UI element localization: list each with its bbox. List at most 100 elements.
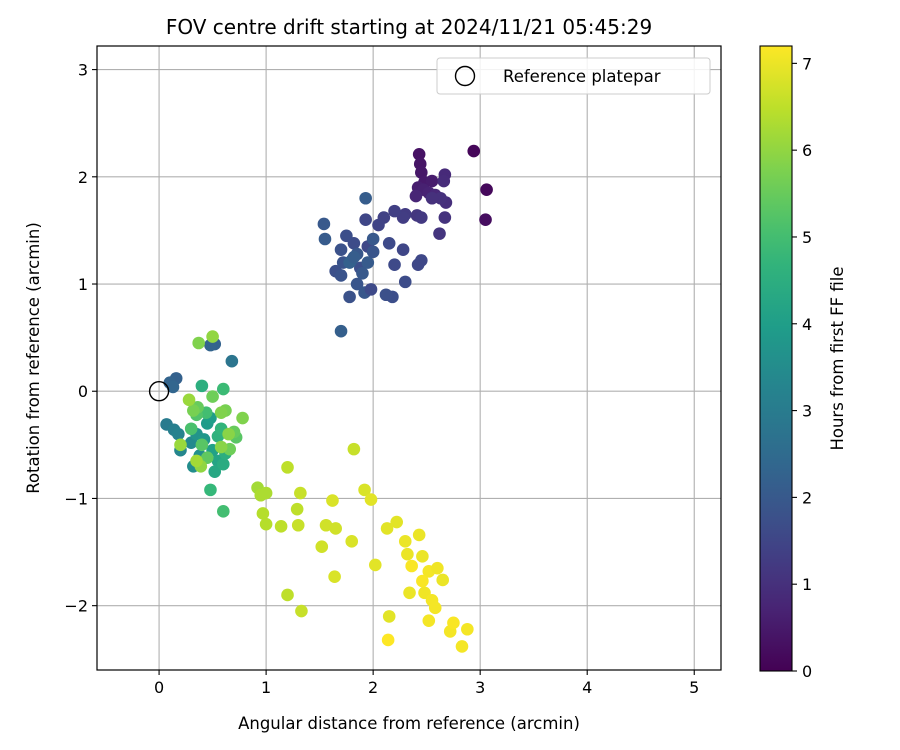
grid-lines	[97, 46, 721, 670]
data-point	[455, 640, 469, 653]
data-point	[398, 535, 412, 548]
data-point	[358, 483, 371, 497]
data-point	[415, 211, 428, 224]
data-point	[274, 520, 288, 533]
data-point	[403, 586, 416, 600]
data-point	[380, 522, 394, 535]
data-point	[216, 457, 230, 471]
data-point	[345, 535, 359, 548]
data-point	[290, 502, 304, 516]
data-point	[318, 232, 332, 246]
data-point	[412, 528, 426, 542]
x-tick-label: 0	[154, 678, 164, 697]
data-point	[214, 406, 228, 419]
data-point	[379, 288, 393, 302]
data-point	[390, 515, 403, 529]
data-point	[364, 493, 378, 506]
data-point	[382, 236, 396, 250]
data-point	[425, 191, 439, 205]
y-tick-label: −1	[64, 489, 88, 508]
data-point	[236, 411, 249, 425]
data-point	[216, 382, 230, 396]
data-point	[334, 269, 348, 282]
data-point	[174, 438, 187, 452]
data-point	[206, 330, 219, 343]
data-point	[461, 622, 474, 636]
data-point	[329, 522, 342, 535]
data-point	[431, 561, 444, 575]
chart-title: FOV centre drift starting at 2024/11/21 …	[166, 15, 652, 39]
data-point	[184, 422, 198, 436]
legend-box	[436, 57, 711, 95]
data-point	[416, 550, 429, 563]
data-point	[415, 166, 428, 179]
data-point	[396, 243, 410, 257]
reference-point-layer	[148, 381, 170, 402]
data-point	[359, 191, 372, 205]
x-tick-label: 4	[582, 678, 592, 697]
y-tick-label: 2	[78, 168, 88, 187]
colorbar-tick-label: 7	[802, 54, 812, 73]
colorbar-tick-label: 3	[802, 402, 812, 421]
data-point	[281, 461, 294, 474]
data-point	[366, 245, 380, 259]
data-point	[334, 243, 348, 257]
colorbar-label: Hours from first FF file	[828, 266, 847, 450]
data-points	[160, 144, 493, 653]
data-point	[372, 218, 385, 232]
data-point	[359, 213, 372, 226]
data-point	[295, 604, 308, 618]
data-point	[422, 614, 436, 627]
data-point	[319, 518, 333, 532]
data-point	[291, 518, 305, 532]
data-point	[366, 232, 380, 246]
legend-marker	[454, 65, 476, 87]
colorbar-tick-label: 0	[802, 662, 812, 681]
colorbar-tick-label: 5	[802, 228, 812, 247]
data-point	[326, 494, 339, 507]
x-tick-label: 1	[261, 678, 271, 697]
data-point	[195, 438, 209, 452]
y-tick-label: 3	[78, 61, 88, 80]
colorbar-tick-label: 6	[802, 141, 812, 160]
data-point	[436, 573, 450, 587]
data-point	[204, 483, 217, 497]
data-point	[480, 183, 493, 196]
colorbar-tick-label: 1	[802, 575, 812, 594]
data-point	[192, 336, 205, 350]
data-point	[190, 454, 203, 468]
data-point	[364, 283, 378, 296]
data-point	[415, 254, 428, 267]
data-point	[368, 558, 382, 572]
data-point	[479, 213, 492, 226]
colorbar-tick-label: 2	[802, 488, 812, 507]
reference-point-marker	[148, 381, 170, 402]
data-point	[347, 250, 361, 264]
data-point	[259, 517, 273, 531]
data-point	[388, 258, 401, 272]
data-point	[467, 144, 481, 158]
data-point	[166, 380, 180, 394]
data-point	[356, 266, 369, 280]
data-point	[281, 588, 294, 602]
data-point	[340, 229, 353, 243]
data-point	[347, 442, 361, 456]
data-point	[317, 217, 331, 231]
y-tick-label: −2	[64, 597, 88, 616]
data-point	[328, 570, 341, 584]
data-point	[200, 451, 214, 465]
data-point	[256, 507, 270, 520]
data-point	[388, 204, 401, 218]
legend-label: Reference platepar	[503, 67, 661, 86]
y-tick-label: 1	[78, 275, 88, 294]
x-tick-label: 3	[475, 678, 485, 697]
data-point	[409, 189, 423, 203]
data-point	[225, 354, 239, 368]
legend: Reference platepar	[436, 57, 711, 95]
data-point	[195, 379, 209, 393]
x-tick-label: 2	[368, 678, 378, 697]
data-point	[182, 393, 196, 407]
data-point	[206, 390, 219, 403]
data-point	[437, 174, 451, 188]
